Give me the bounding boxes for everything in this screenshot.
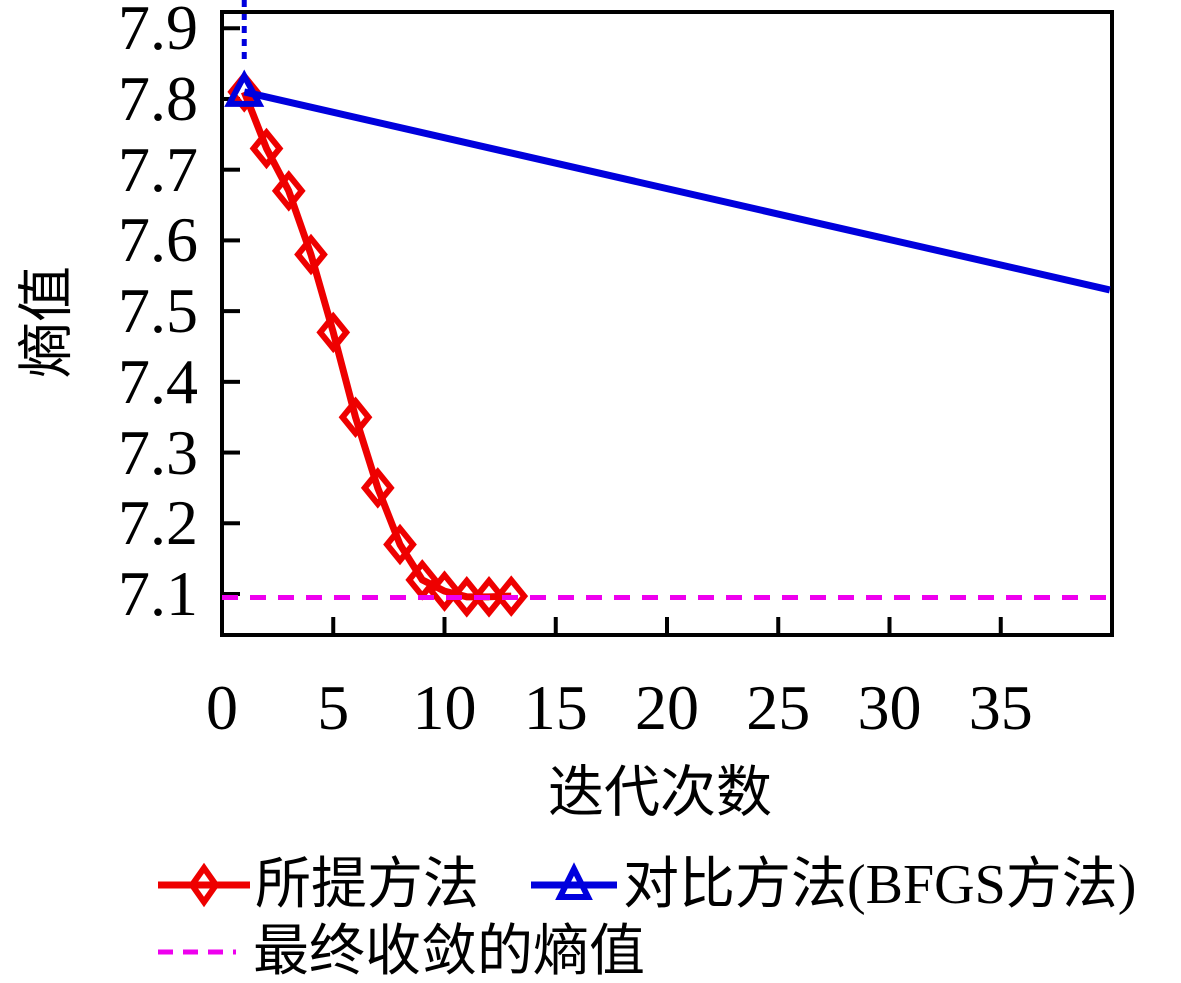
diamond-marker: [494, 575, 529, 617]
x-tick-label: 0: [206, 672, 238, 743]
diamond-marker: [383, 523, 417, 566]
diamond-marker: [427, 570, 462, 612]
x-tick-label: 30: [857, 672, 922, 743]
diamond-marker: [338, 396, 373, 438]
x-tick-label: 35: [968, 672, 1033, 743]
y-tick-label: 7.1: [118, 557, 198, 629]
y-tick-label: 7.5: [118, 275, 198, 347]
diamond-marker: [271, 170, 306, 212]
x-tick-label: 10: [412, 672, 477, 743]
y-tick-label: 7.6: [118, 204, 198, 276]
plot-frame: [220, 10, 1114, 637]
legend-label-proposed-method: 所提方法: [255, 854, 479, 916]
legend-label-converged-entropy: 最终收敛的熵值: [253, 921, 645, 983]
y-tick-label: 7.7: [118, 133, 198, 205]
diamond-marker: [249, 127, 284, 170]
y-tick-label: 7.9: [118, 0, 198, 64]
diamond-marker: [472, 576, 506, 618]
x-tick-label: 25: [746, 672, 811, 743]
diamond-marker: [360, 467, 395, 509]
x-tick-label: 15: [523, 672, 588, 743]
legend-swatch-bfgs: [531, 862, 617, 900]
y-tick-label: 7.8: [118, 62, 198, 134]
series-line-0: [240, 90, 512, 601]
diamond-marker: [449, 576, 484, 618]
legend-diamond-icon: [188, 862, 220, 908]
legend-triangle-icon: [555, 862, 593, 900]
y-tick-label: 7.3: [118, 416, 198, 488]
legend-label-bfgs-method: 对比方法(BFGS方法): [623, 854, 1137, 916]
y-tick-label: 7.4: [118, 345, 198, 417]
y-tick-label: 7.2: [118, 487, 198, 559]
x-tick-label: 5: [317, 672, 350, 743]
series-line-1: [243, 88, 1111, 294]
triangle-marker: [224, 69, 265, 107]
diamond-marker: [294, 233, 328, 276]
diamond-marker: [316, 311, 351, 354]
legend-swatch-converged: [158, 949, 236, 955]
y-axis-title: 熵值: [16, 266, 79, 378]
x-tick-label: 20: [635, 672, 699, 743]
legend-swatch-proposed: [158, 862, 250, 908]
x-axis-title: 迭代次数: [548, 762, 772, 825]
